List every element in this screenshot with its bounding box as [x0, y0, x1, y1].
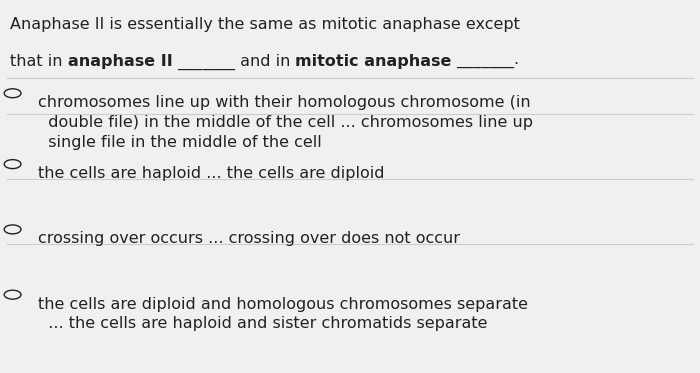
Text: the cells are haploid ... the cells are diploid: the cells are haploid ... the cells are …: [38, 166, 385, 181]
Text: the cells are diploid and homologous chromosomes separate
  ... the cells are ha: the cells are diploid and homologous chr…: [38, 297, 528, 331]
Text: anaphase II: anaphase II: [68, 54, 173, 69]
Text: _______.: _______.: [452, 54, 519, 69]
Text: crossing over occurs ... crossing over does not occur: crossing over occurs ... crossing over d…: [38, 231, 461, 246]
Text: mitotic anaphase: mitotic anaphase: [295, 54, 452, 69]
Text: that in: that in: [10, 54, 68, 69]
Text: _______ and in: _______ and in: [173, 54, 295, 70]
Text: Anaphase II is essentially the same as mitotic anaphase except: Anaphase II is essentially the same as m…: [10, 17, 520, 32]
Text: chromosomes line up with their homologous chromosome (in
  double file) in the m: chromosomes line up with their homologou…: [38, 95, 533, 150]
